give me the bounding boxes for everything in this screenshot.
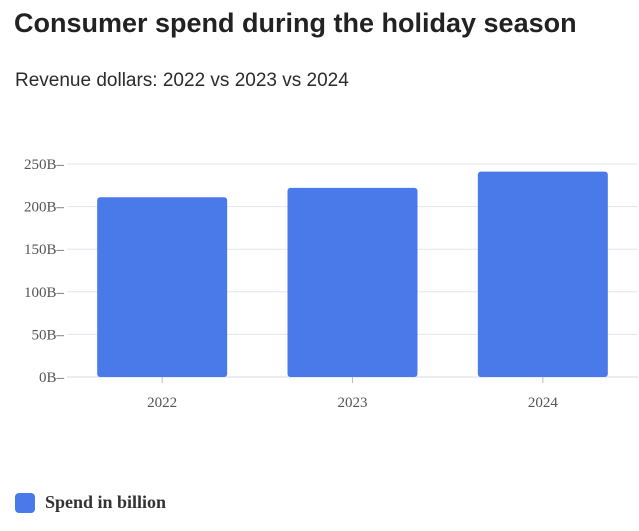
legend-label: Spend in billion <box>45 492 167 512</box>
bars <box>97 171 608 377</box>
legend-swatch <box>15 492 35 513</box>
y-tick-label: 50B– <box>31 327 64 343</box>
y-tick-label: 200B– <box>24 200 65 216</box>
bar-2023[interactable] <box>287 187 418 377</box>
y-tick-label: 100B– <box>24 285 65 301</box>
bar-chart: 2022 2023 2024 0B– 50B– 100B– 150B– 200B– 250B– <box>24 157 638 411</box>
bar-2024[interactable] <box>477 171 608 377</box>
x-axis-labels: 2022 2023 2024 <box>147 395 558 411</box>
y-tick-label: 150B– <box>24 242 65 258</box>
y-tick-label: 0B– <box>39 370 65 386</box>
x-tick-label: 2024 <box>528 395 559 411</box>
x-tick-label: 2022 <box>147 395 177 411</box>
axes <box>67 376 638 383</box>
y-axis-labels: 0B– 50B– 100B– 150B– 200B– 250B– <box>24 157 65 386</box>
legend[interactable]: Spend in billion <box>15 492 166 513</box>
y-tick-label: 250B– <box>24 157 65 173</box>
x-tick-label: 2023 <box>338 395 368 411</box>
bar-2022[interactable] <box>97 197 228 377</box>
chart-title: Consumer spend during the holiday season <box>14 8 577 38</box>
chart-subtitle: Revenue dollars: 2022 vs 2023 vs 2024 <box>15 70 349 91</box>
